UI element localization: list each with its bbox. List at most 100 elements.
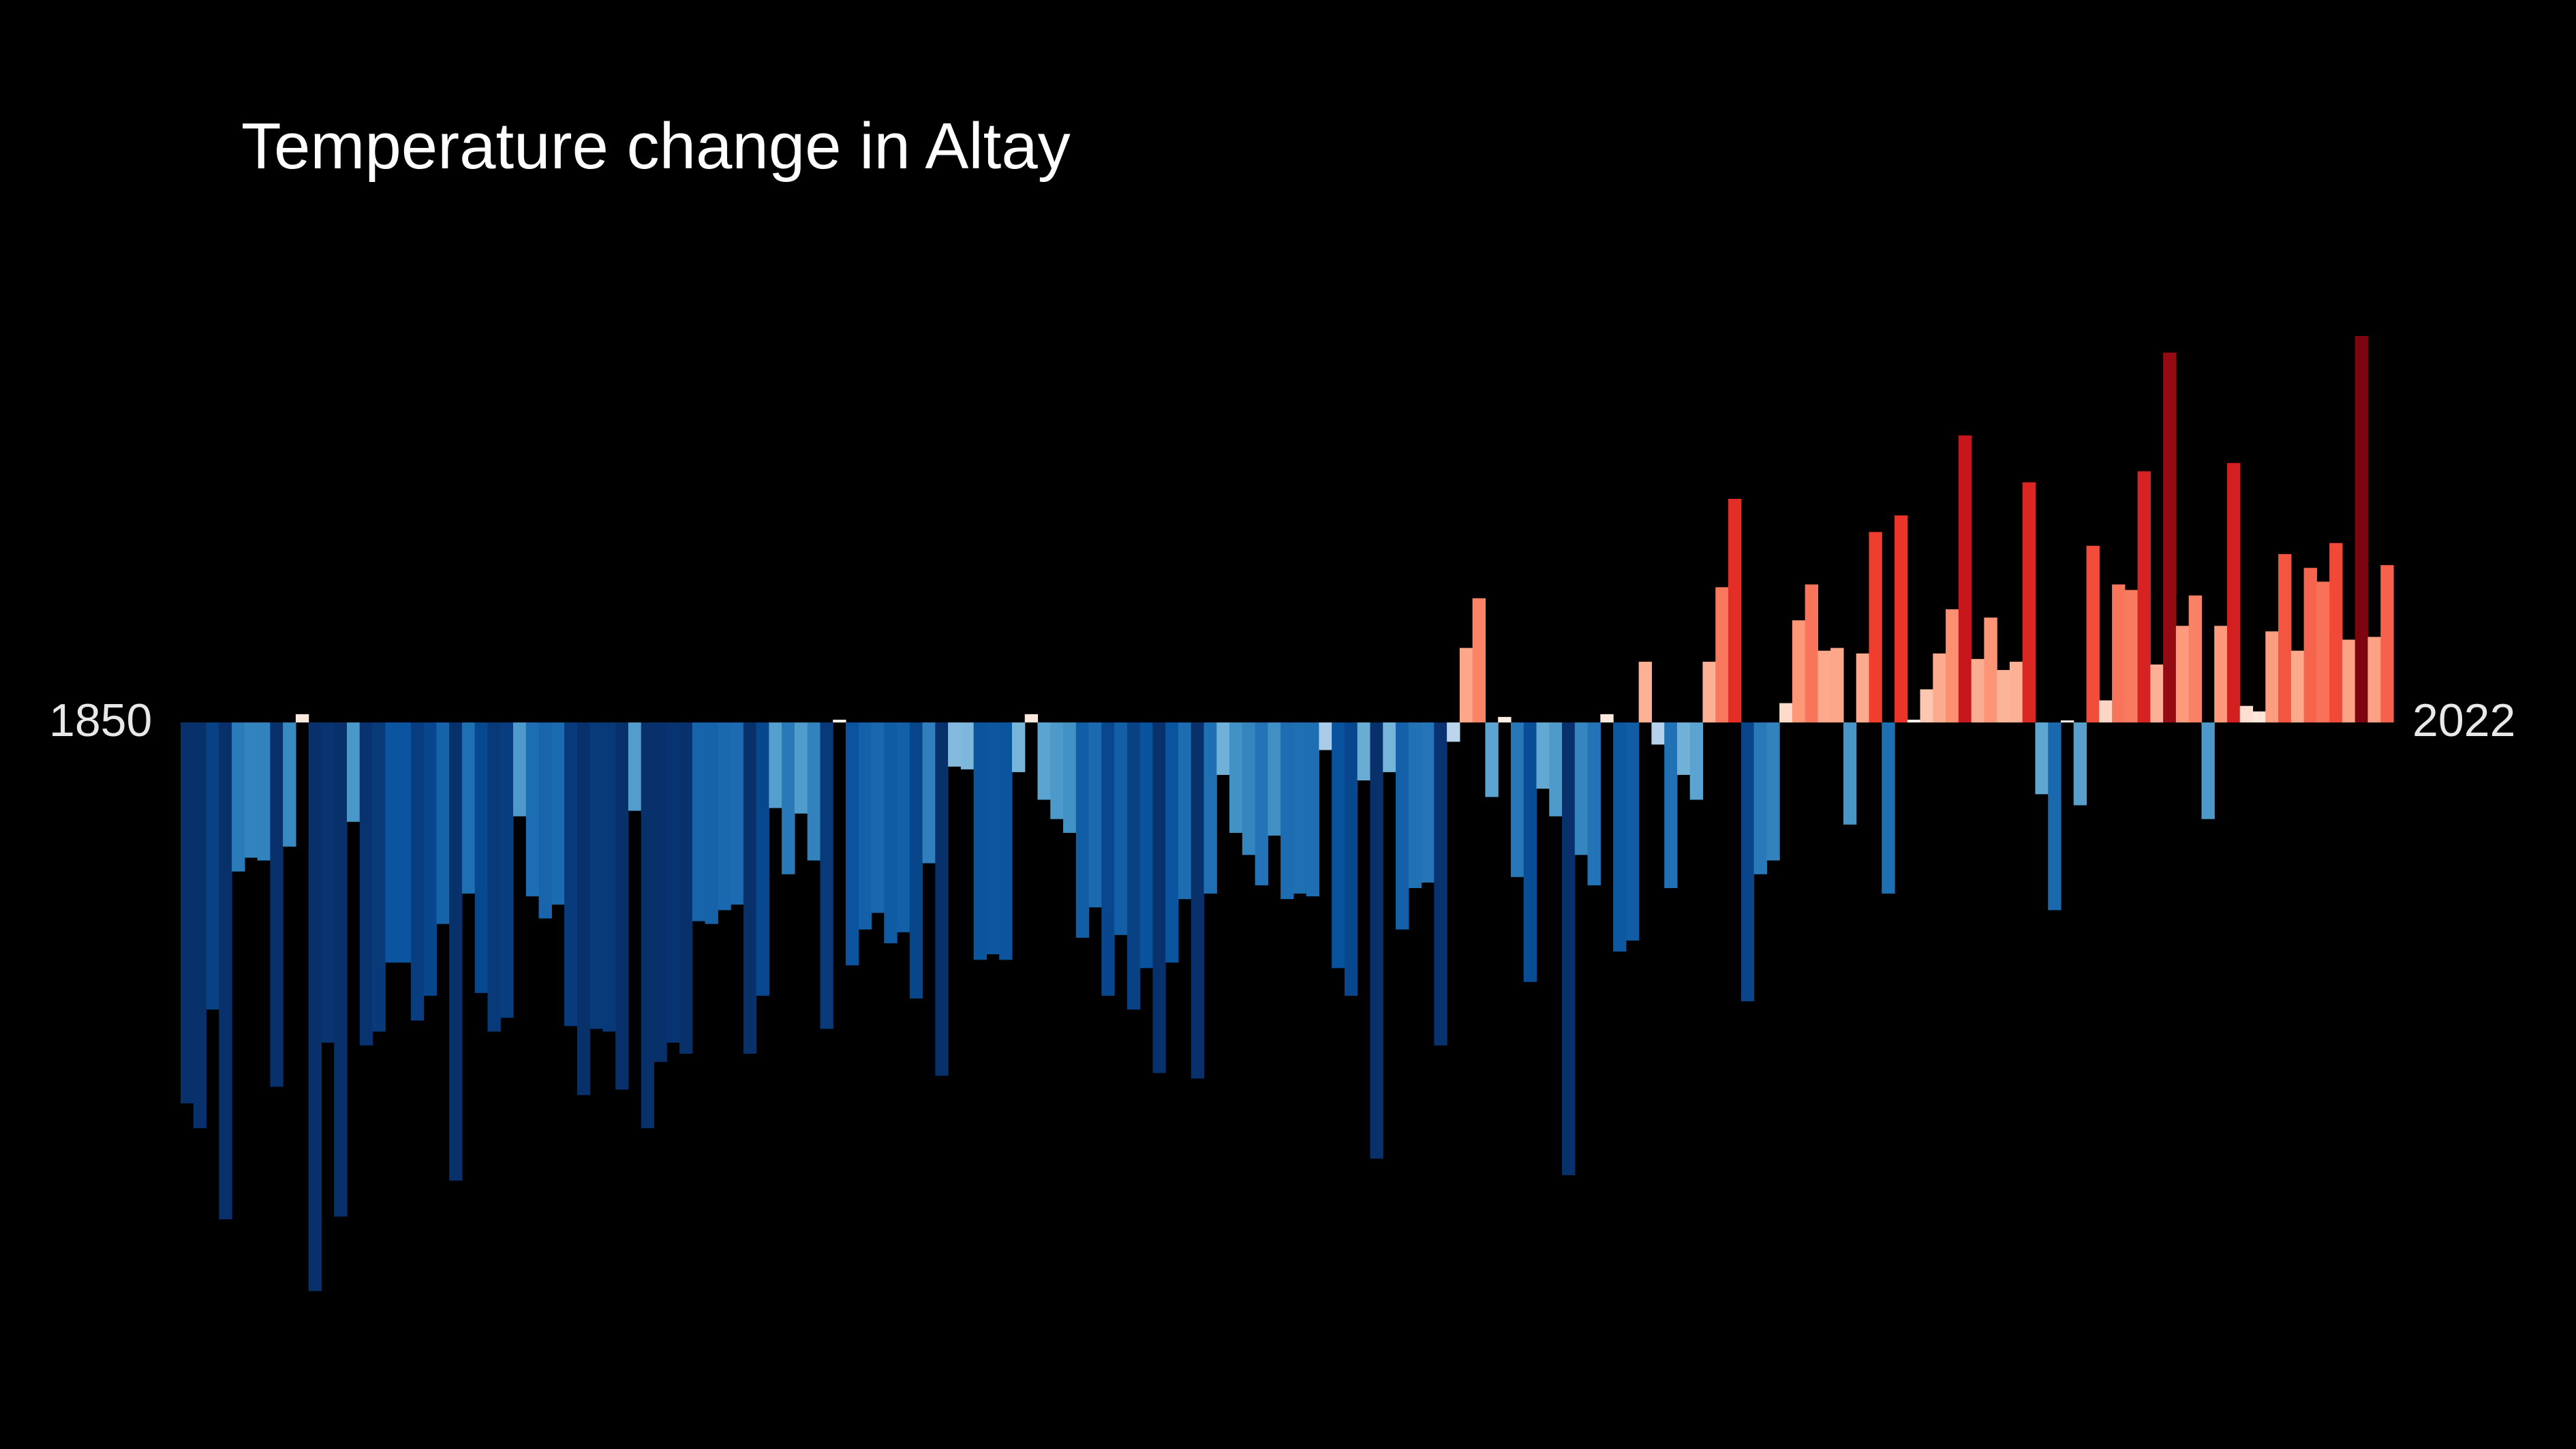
bar-2010 [2227, 463, 2241, 722]
bar-1872 [461, 722, 476, 894]
bar-1893 [731, 722, 744, 905]
bar-1909 [935, 722, 949, 1076]
bar-1969 [1702, 661, 1716, 722]
bar-1912 [973, 722, 987, 960]
bar-1962 [1613, 722, 1627, 952]
bar-1936 [1281, 722, 1294, 900]
bar-1905 [884, 722, 898, 943]
bar-1920 [1075, 722, 1090, 938]
bar-1966 [1664, 722, 1678, 888]
bar-1856 [257, 722, 271, 861]
bar-1999 [2086, 545, 2100, 722]
bar-1916 [1024, 714, 1039, 722]
bar-1979 [1830, 647, 1844, 722]
bar-1861 [321, 722, 335, 1043]
bar-1890 [692, 722, 706, 921]
bar-1868 [410, 722, 425, 1021]
bar-1876 [512, 722, 527, 817]
bar-2001 [2112, 584, 2126, 722]
bar-1900 [820, 722, 833, 1029]
bar-1945 [1396, 722, 1409, 930]
bar-1898 [794, 722, 808, 814]
bar-1852 [206, 722, 219, 1010]
bar-1851 [193, 722, 207, 1129]
bar-1954 [1510, 722, 1524, 877]
bar-1873 [474, 722, 489, 993]
bar-1974 [1766, 722, 1780, 861]
chart-title: Temperature change in Altay [241, 110, 1071, 183]
bar-1986 [1920, 689, 1933, 722]
bar-2004 [2150, 664, 2164, 722]
end-year-label: 2022 [2412, 695, 2516, 746]
bar-1884 [615, 722, 629, 1090]
bar-1991 [1984, 617, 1997, 722]
bar-1902 [845, 722, 859, 966]
bar-1923 [1114, 722, 1128, 935]
bar-2020 [2355, 336, 2369, 722]
bar-2011 [2239, 705, 2254, 722]
bar-1886 [641, 722, 655, 1129]
bar-1955 [1523, 722, 1537, 982]
bar-1960 [1587, 722, 1601, 885]
bar-1976 [1792, 620, 1806, 722]
bar-1919 [1063, 722, 1077, 833]
bar-1911 [960, 722, 975, 769]
bar-1862 [334, 722, 348, 1217]
bar-1858 [283, 722, 296, 847]
bar-1992 [1997, 670, 2010, 722]
bar-1980 [1843, 722, 1857, 825]
bar-1880 [564, 722, 578, 1026]
bar-1972 [1741, 722, 1755, 1002]
bar-1879 [551, 722, 565, 905]
bar-1929 [1191, 722, 1205, 1079]
bar-1949 [1447, 722, 1460, 742]
bar-1888 [666, 722, 680, 1043]
bar-2014 [2278, 553, 2292, 722]
bar-1938 [1306, 722, 1320, 897]
bar-1883 [602, 722, 616, 1032]
bar-1899 [807, 722, 821, 861]
bar-2018 [2329, 543, 2343, 722]
bar-1908 [922, 722, 936, 864]
bar-1874 [487, 722, 501, 1032]
bar-1927 [1165, 722, 1179, 963]
bar-1987 [1933, 653, 1946, 722]
bar-1895 [756, 722, 769, 996]
bar-1914 [999, 722, 1013, 960]
bar-1907 [909, 722, 923, 998]
bar-1939 [1319, 722, 1332, 750]
bar-1941 [1344, 722, 1358, 996]
bar-2009 [2214, 626, 2228, 722]
bar-1875 [500, 722, 514, 1018]
bar-1881 [577, 722, 591, 1095]
bar-1853 [219, 722, 232, 1219]
bar-2006 [2175, 626, 2190, 722]
bar-2000 [2099, 700, 2113, 722]
bar-2021 [2367, 637, 2381, 722]
bar-1937 [1293, 722, 1307, 894]
bar-1947 [1421, 722, 1435, 883]
bar-1857 [270, 722, 283, 1087]
bar-1988 [1946, 609, 1959, 722]
bar-1995 [2035, 722, 2049, 795]
bar-2022 [2380, 565, 2394, 722]
bar-1989 [1958, 435, 1972, 722]
bar-1903 [858, 722, 872, 930]
bar-2017 [2316, 581, 2330, 722]
bar-1942 [1357, 722, 1371, 781]
bar-1891 [705, 722, 718, 924]
bar-1917 [1037, 722, 1051, 800]
bar-1983 [1882, 722, 1895, 894]
bar-1928 [1178, 722, 1192, 900]
bar-1870 [436, 722, 450, 924]
bar-1896 [769, 722, 782, 808]
bar-1910 [948, 722, 962, 767]
bar-2013 [2265, 631, 2279, 722]
bar-1973 [1753, 722, 1767, 874]
bar-1913 [986, 722, 1000, 955]
bar-1930 [1203, 722, 1217, 894]
bar-1965 [1651, 722, 1665, 745]
bar-1970 [1715, 587, 1729, 722]
bar-1982 [1869, 532, 1882, 722]
